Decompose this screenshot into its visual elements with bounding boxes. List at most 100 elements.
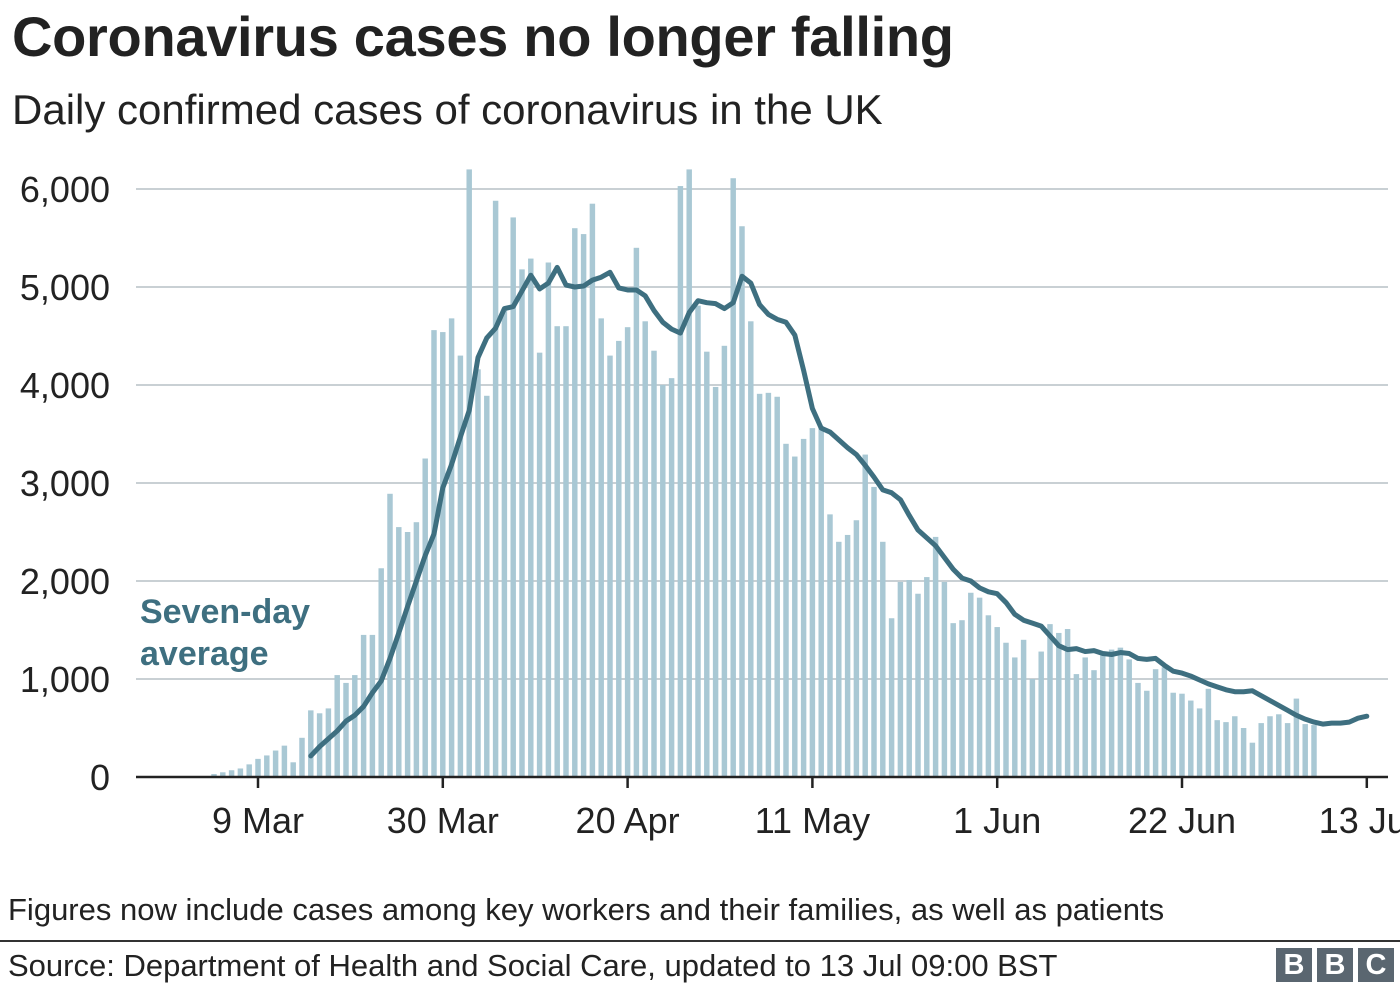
chart-note: Figures now include cases among key work… <box>8 892 1165 927</box>
bar <box>730 178 736 778</box>
bar <box>1302 724 1308 777</box>
bar <box>1038 651 1044 777</box>
bar <box>299 737 305 777</box>
bar <box>1020 639 1027 777</box>
bar <box>1152 669 1159 777</box>
chart-line-layer <box>308 264 1370 759</box>
bar <box>888 618 895 777</box>
chart-title: Coronavirus cases no longer falling <box>12 5 954 68</box>
bar <box>721 345 728 777</box>
x-tick-label: 11 May <box>755 800 870 841</box>
bar <box>563 326 569 777</box>
bar <box>237 768 244 777</box>
bar <box>748 321 754 777</box>
bar <box>862 454 868 777</box>
bar <box>1276 714 1282 777</box>
bar <box>1249 742 1256 777</box>
bar <box>950 623 956 777</box>
bar <box>853 520 860 777</box>
bar <box>774 396 780 777</box>
bar <box>607 355 613 777</box>
seven-day-average-line <box>308 264 1370 759</box>
y-tick-label: 5,000 <box>20 267 110 308</box>
bar <box>246 764 252 777</box>
bar <box>642 321 648 777</box>
bar <box>704 351 710 777</box>
y-tick-label: 4,000 <box>20 365 110 406</box>
bar <box>492 200 499 777</box>
bar <box>325 708 332 777</box>
bar <box>1311 725 1317 777</box>
bar <box>528 258 534 778</box>
bar <box>536 352 543 777</box>
logo-letter: B <box>1276 948 1312 982</box>
bar <box>396 527 402 777</box>
bar <box>800 438 807 777</box>
bar <box>1240 728 1247 777</box>
bar <box>739 226 745 778</box>
bar <box>1082 657 1088 777</box>
bar <box>554 326 560 777</box>
y-tick-label: 2,000 <box>20 561 110 602</box>
bbc-logo: B B C <box>1276 948 1394 982</box>
bar <box>1091 670 1097 777</box>
chart-axis <box>136 775 1388 788</box>
bar <box>695 305 701 777</box>
bar <box>1135 682 1141 777</box>
bar <box>255 758 261 777</box>
bar <box>264 755 270 777</box>
bar <box>308 710 314 777</box>
bar <box>431 330 437 777</box>
bar <box>1196 708 1203 777</box>
bar <box>959 620 965 777</box>
bar <box>915 593 921 777</box>
bar <box>1064 629 1071 777</box>
bar <box>598 318 604 777</box>
bar <box>510 217 516 778</box>
bar <box>1100 655 1106 777</box>
bar <box>1284 723 1291 777</box>
bar <box>1117 647 1124 777</box>
bar <box>1047 624 1053 777</box>
bar <box>792 456 798 777</box>
bar <box>334 675 340 777</box>
footer-divider <box>0 940 1400 942</box>
bar <box>475 369 481 777</box>
bar <box>572 228 578 777</box>
bar <box>880 541 886 777</box>
bar <box>545 262 552 777</box>
bar <box>422 458 428 777</box>
bar <box>712 386 719 777</box>
bar <box>281 745 288 777</box>
y-tick-label: 0 <box>90 757 110 798</box>
bar <box>589 203 596 777</box>
bar <box>457 355 464 777</box>
x-tick-label: 22 Jun <box>1128 800 1236 841</box>
bar <box>378 568 384 777</box>
bar <box>1188 700 1194 777</box>
bar <box>633 247 640 778</box>
x-tick-label: 30 Mar <box>387 800 499 841</box>
chart-source: Source: Department of Health and Social … <box>8 948 1058 983</box>
bar <box>677 186 684 777</box>
bar <box>1056 632 1062 777</box>
bar <box>976 597 983 777</box>
y-axis-labels: 0 1,000 2,000 3,000 4,000 5,000 6,000 <box>20 169 110 798</box>
x-axis-labels: 9 Mar 30 Mar 20 Apr 11 May 1 Jun 22 Jun 13 Jul <box>212 800 1400 841</box>
bar <box>941 581 948 777</box>
bar <box>580 234 587 777</box>
bar <box>765 392 772 777</box>
bar <box>783 443 789 777</box>
y-tick-label: 3,000 <box>20 463 110 504</box>
x-tick-label: 13 Jul <box>1319 800 1400 841</box>
bar <box>836 541 842 777</box>
bar <box>624 327 631 777</box>
bar <box>686 169 692 777</box>
bar <box>616 340 622 777</box>
bar <box>228 770 235 777</box>
bar <box>404 532 411 777</box>
bar <box>1223 722 1229 777</box>
bar <box>897 581 904 777</box>
bar <box>220 772 226 777</box>
bar <box>994 627 1000 777</box>
